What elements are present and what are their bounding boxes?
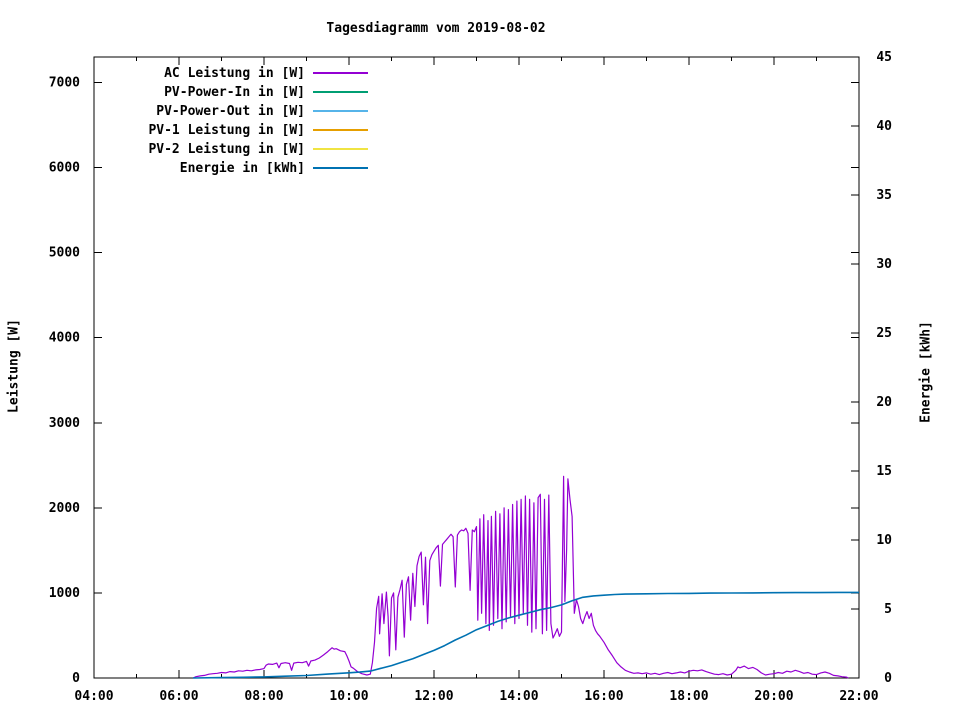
series-energie-in-kwh-: [192, 591, 859, 679]
y-right-tick-label: 0: [884, 671, 892, 686]
y-left-tick-label: 5000: [49, 246, 80, 261]
y-axis-title-right: Energie [kWh]: [918, 321, 934, 423]
y-left-tick-label: 6000: [49, 161, 80, 176]
y-right-tick-label: 20: [876, 395, 892, 410]
x-tick-label: 18:00: [669, 689, 708, 704]
legend-label: PV-1 Leistung in [W]: [148, 123, 305, 138]
y-right-tick-label: 10: [876, 533, 892, 548]
y-left-tick-label: 3000: [49, 416, 80, 431]
chart-title: Tagesdiagramm vom 2019-08-02: [326, 21, 546, 36]
y-right-tick-label: 40: [876, 119, 892, 134]
legend-label: PV-2 Leistung in [W]: [148, 142, 305, 157]
legend-label: AC Leistung in [W]: [164, 66, 305, 81]
legend-label: PV-Power-Out in [W]: [156, 104, 305, 119]
x-tick-label: 12:00: [414, 689, 453, 704]
x-tick-label: 22:00: [839, 689, 878, 704]
x-tick-label: 14:00: [499, 689, 538, 704]
y-left-tick-label: 0: [72, 671, 80, 686]
y-right-tick-label: 35: [876, 188, 892, 203]
legend-label: Energie in [kWh]: [180, 161, 305, 176]
x-tick-label: 20:00: [754, 689, 793, 704]
y-right-tick-label: 30: [876, 257, 892, 272]
y-left-tick-label: 1000: [49, 586, 80, 601]
y-left-tick-label: 7000: [49, 76, 80, 91]
x-tick-label: 10:00: [329, 689, 368, 704]
y-left-tick-label: 2000: [49, 501, 80, 516]
y-left-tick-label: 4000: [49, 331, 80, 346]
y-right-tick-label: 15: [876, 464, 892, 479]
legend-label: PV-Power-In in [W]: [164, 85, 305, 100]
series-ac-leistung-in-w-: [192, 475, 849, 679]
x-tick-label: 08:00: [244, 689, 283, 704]
y-right-tick-label: 5: [884, 602, 892, 617]
y-axis-title-left: Leistung [W]: [6, 319, 22, 413]
y-right-tick-label: 45: [876, 50, 892, 65]
y-right-tick-label: 25: [876, 326, 892, 341]
x-tick-label: 06:00: [159, 689, 198, 704]
x-tick-label: 16:00: [584, 689, 623, 704]
x-tick-label: 04:00: [74, 689, 113, 704]
